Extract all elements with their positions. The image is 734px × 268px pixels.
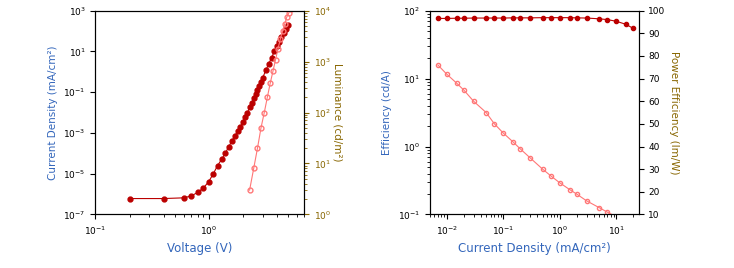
X-axis label: Current Density (mA/cm²): Current Density (mA/cm²): [458, 242, 611, 255]
Y-axis label: Luminance (cd/m²): Luminance (cd/m²): [333, 63, 342, 162]
Y-axis label: Power Efficiency (lm/W): Power Efficiency (lm/W): [669, 51, 680, 174]
Y-axis label: Efficiency (cd/A): Efficiency (cd/A): [382, 70, 392, 155]
Y-axis label: Current Density (mA/cm²): Current Density (mA/cm²): [48, 45, 58, 180]
X-axis label: Voltage (V): Voltage (V): [167, 242, 233, 255]
